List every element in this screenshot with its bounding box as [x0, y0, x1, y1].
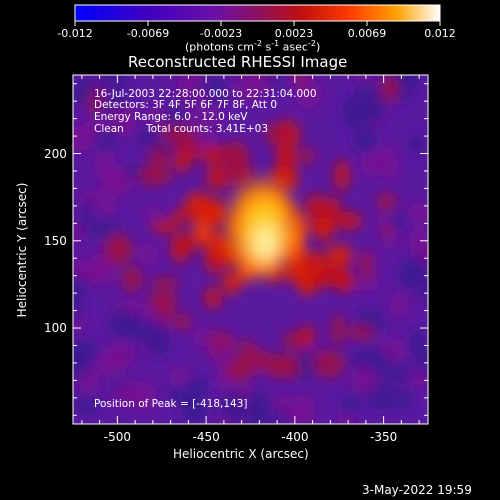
annotation-energy: Energy Range: 6.0 - 12.0 keV [94, 111, 248, 123]
annotation-algorithm: Clean [94, 123, 124, 135]
y-tick-label: 100 [44, 321, 67, 336]
colorbar-unit-label: (photons cm-2 s-1 asec-2) [185, 39, 321, 54]
colorbar-tick-label: 0.0023 [274, 27, 314, 40]
colorbar-tick-label: -0.0069 [126, 27, 170, 40]
footer-date: 3-May-2022 19:59 [362, 483, 472, 497]
colorbar-tick-label: 0.0069 [347, 27, 387, 40]
annotation-peak-position: Position of Peak = [-418,143] [94, 398, 248, 410]
axis-ticks [73, 75, 428, 424]
y-tick-label: 200 [44, 146, 67, 161]
colorbar [74, 4, 441, 22]
rhessi-image [73, 75, 428, 424]
colorbar-tick-label: -0.012 [57, 27, 93, 40]
y-axis-label: Heliocentric Y (arcsec) [15, 182, 29, 318]
x-tick-label: -500 [103, 430, 131, 444]
chart-title: Reconstructed RHESSI Image [128, 53, 348, 71]
colorbar-tick-label: -0.0023 [199, 27, 243, 40]
annotation-detectors: Detectors: 3F 4F 5F 6F 7F 8F, Att 0 [94, 99, 278, 111]
y-tick-label: 150 [44, 233, 67, 248]
annotation-time-range: 16-Jul-2003 22:28:00.000 to 22:31:04.000 [94, 88, 317, 100]
plot-frame [72, 74, 429, 425]
annotation-counts: Total counts: 3.41E+03 [146, 123, 269, 135]
x-tick-label: -400 [281, 430, 309, 444]
colorbar-tick-label: 0.012 [424, 27, 456, 40]
x-tick-label: -350 [370, 430, 398, 444]
x-tick-label: -450 [192, 430, 220, 444]
colorbar-ticks [74, 21, 441, 26]
x-axis-label: Heliocentric X (arcsec) [173, 447, 309, 461]
